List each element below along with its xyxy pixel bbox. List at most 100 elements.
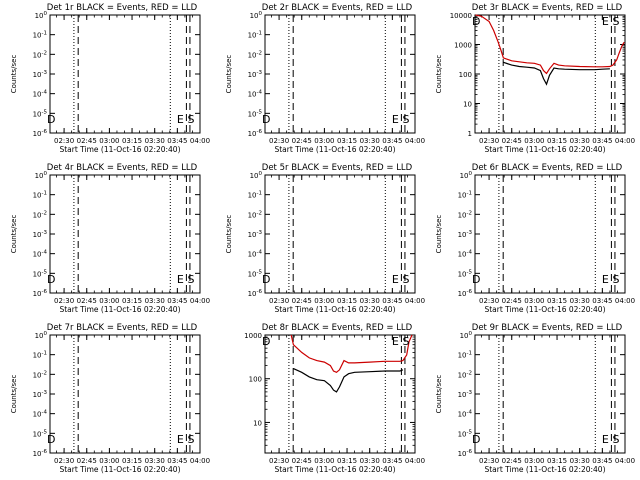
x-tick-label: 03:15 xyxy=(547,297,567,305)
events-series-line xyxy=(293,368,404,393)
orbit-marker-label: S xyxy=(402,113,409,126)
y-axis-label: Counts/sec xyxy=(10,375,18,414)
y-tick-label: 10-5 xyxy=(33,269,48,278)
x-tick-label: 04:00 xyxy=(615,297,635,305)
x-axis-label: Start Time (11-Oct-16 02:20:40) xyxy=(274,145,395,154)
y-axis-label: Counts/sec xyxy=(10,55,18,94)
y-tick-label: 10-4 xyxy=(33,410,48,419)
y-tick-label: 10-2 xyxy=(248,210,262,219)
chart-title: Det 5r BLACK = Events, RED = LLD xyxy=(262,163,413,173)
chart-title: Det 6r BLACK = Events, RED = LLD xyxy=(472,163,623,173)
x-tick-label: 03:00 xyxy=(524,137,544,145)
x-tick-label: 03:30 xyxy=(570,457,590,465)
chart-title: Det 2r BLACK = Events, RED = LLD xyxy=(262,3,413,13)
orbit-marker-label: E xyxy=(177,273,184,286)
orbit-marker-label: D xyxy=(472,433,480,446)
y-axis-label: Counts/sec xyxy=(10,215,18,254)
y-axis-label: Counts/sec xyxy=(435,55,443,94)
x-tick-label: 02:30 xyxy=(269,137,289,145)
y-tick-label: 10-2 xyxy=(458,210,472,219)
orbit-marker-label: S xyxy=(187,433,194,446)
x-tick-label: 03:45 xyxy=(592,297,612,305)
y-tick-label: 100 xyxy=(250,11,263,20)
x-axis-label: Start Time (11-Oct-16 02:20:40) xyxy=(484,305,605,314)
x-axis-label: Start Time (11-Oct-16 02:20:40) xyxy=(59,465,180,474)
x-tick-label: 02:30 xyxy=(269,457,289,465)
chart-title: Det 8r BLACK = Events, RED = LLD xyxy=(262,323,413,333)
orbit-marker-label: E xyxy=(392,113,399,126)
x-tick-label: 04:00 xyxy=(190,457,210,465)
x-tick-label: 03:30 xyxy=(360,457,380,465)
orbit-marker-label: D xyxy=(472,15,480,28)
x-tick-label: 03:00 xyxy=(314,297,334,305)
orbit-marker-label: D xyxy=(47,273,55,286)
x-tick-label: 02:30 xyxy=(54,137,74,145)
y-tick-label: 10-2 xyxy=(248,50,262,59)
y-tick-label: 10-3 xyxy=(458,390,473,399)
y-tick-label: 10-2 xyxy=(33,370,47,379)
orbit-marker-label: D xyxy=(47,433,55,446)
y-tick-label: 10-5 xyxy=(248,109,263,118)
lld-series-line xyxy=(475,14,625,75)
x-tick-label: 04:00 xyxy=(190,137,210,145)
x-tick-label: 03:45 xyxy=(382,137,402,145)
y-tick-label: 10 xyxy=(463,101,472,109)
y-tick-label: 10-4 xyxy=(33,90,48,99)
y-tick-label: 10-3 xyxy=(33,230,48,239)
y-tick-label: 100 xyxy=(459,71,472,79)
x-axis-label: Start Time (11-Oct-16 02:20:40) xyxy=(484,465,605,474)
x-axis-label: Start Time (11-Oct-16 02:20:40) xyxy=(59,145,180,154)
y-tick-label: 100 xyxy=(35,171,48,180)
y-tick-label: 10-1 xyxy=(33,191,47,200)
y-tick-label: 10-2 xyxy=(33,50,47,59)
y-tick-label: 1000 xyxy=(244,332,262,340)
y-tick-label: 10-6 xyxy=(458,289,473,298)
x-tick-label: 03:15 xyxy=(122,297,142,305)
x-tick-label: 03:45 xyxy=(167,457,187,465)
x-tick-label: 04:00 xyxy=(615,137,635,145)
y-tick-label: 10000 xyxy=(450,12,472,20)
y-tick-label: 100 xyxy=(35,331,48,340)
x-tick-label: 03:00 xyxy=(314,457,334,465)
x-tick-label: 04:00 xyxy=(190,297,210,305)
orbit-marker-label: S xyxy=(612,15,619,28)
y-tick-label: 10-2 xyxy=(458,370,472,379)
x-tick-label: 03:30 xyxy=(145,297,165,305)
y-tick-label: 10-5 xyxy=(33,109,48,118)
x-tick-label: 03:15 xyxy=(122,137,142,145)
orbit-marker-label: E xyxy=(392,273,399,286)
chart-title: Det 4r BLACK = Events, RED = LLD xyxy=(47,163,198,173)
x-tick-label: 03:45 xyxy=(592,137,612,145)
x-tick-label: 02:30 xyxy=(54,457,74,465)
x-tick-label: 02:45 xyxy=(77,457,97,465)
y-tick-label: 10-1 xyxy=(248,31,262,40)
chart-title: Det 7r BLACK = Events, RED = LLD xyxy=(47,323,198,333)
y-tick-label: 10-2 xyxy=(33,210,47,219)
y-tick-label: 10-6 xyxy=(248,129,263,138)
y-tick-label: 10-6 xyxy=(33,129,48,138)
y-tick-label: 10-5 xyxy=(248,269,263,278)
x-tick-label: 02:30 xyxy=(54,297,74,305)
x-axis-label: Start Time (11-Oct-16 02:20:40) xyxy=(484,145,605,154)
x-tick-label: 03:45 xyxy=(382,457,402,465)
y-tick-label: 10-3 xyxy=(248,230,263,239)
y-tick-label: 1000 xyxy=(454,42,472,50)
x-tick-label: 03:15 xyxy=(122,457,142,465)
orbit-marker-label: D xyxy=(262,335,270,348)
x-tick-label: 03:00 xyxy=(524,297,544,305)
y-axis-label: Counts/sec xyxy=(435,215,443,254)
chart-title: Det 1r BLACK = Events, RED = LLD xyxy=(47,3,198,13)
y-tick-label: 10-3 xyxy=(248,70,263,79)
orbit-marker-label: D xyxy=(262,113,270,126)
y-tick-label: 100 xyxy=(35,11,48,20)
y-tick-label: 10-4 xyxy=(458,410,473,419)
orbit-marker-label: E xyxy=(602,15,609,28)
y-tick-label: 10-4 xyxy=(248,250,263,259)
y-axis-label: Counts/sec xyxy=(435,375,443,414)
x-tick-label: 03:30 xyxy=(360,137,380,145)
x-tick-label: 03:45 xyxy=(382,297,402,305)
